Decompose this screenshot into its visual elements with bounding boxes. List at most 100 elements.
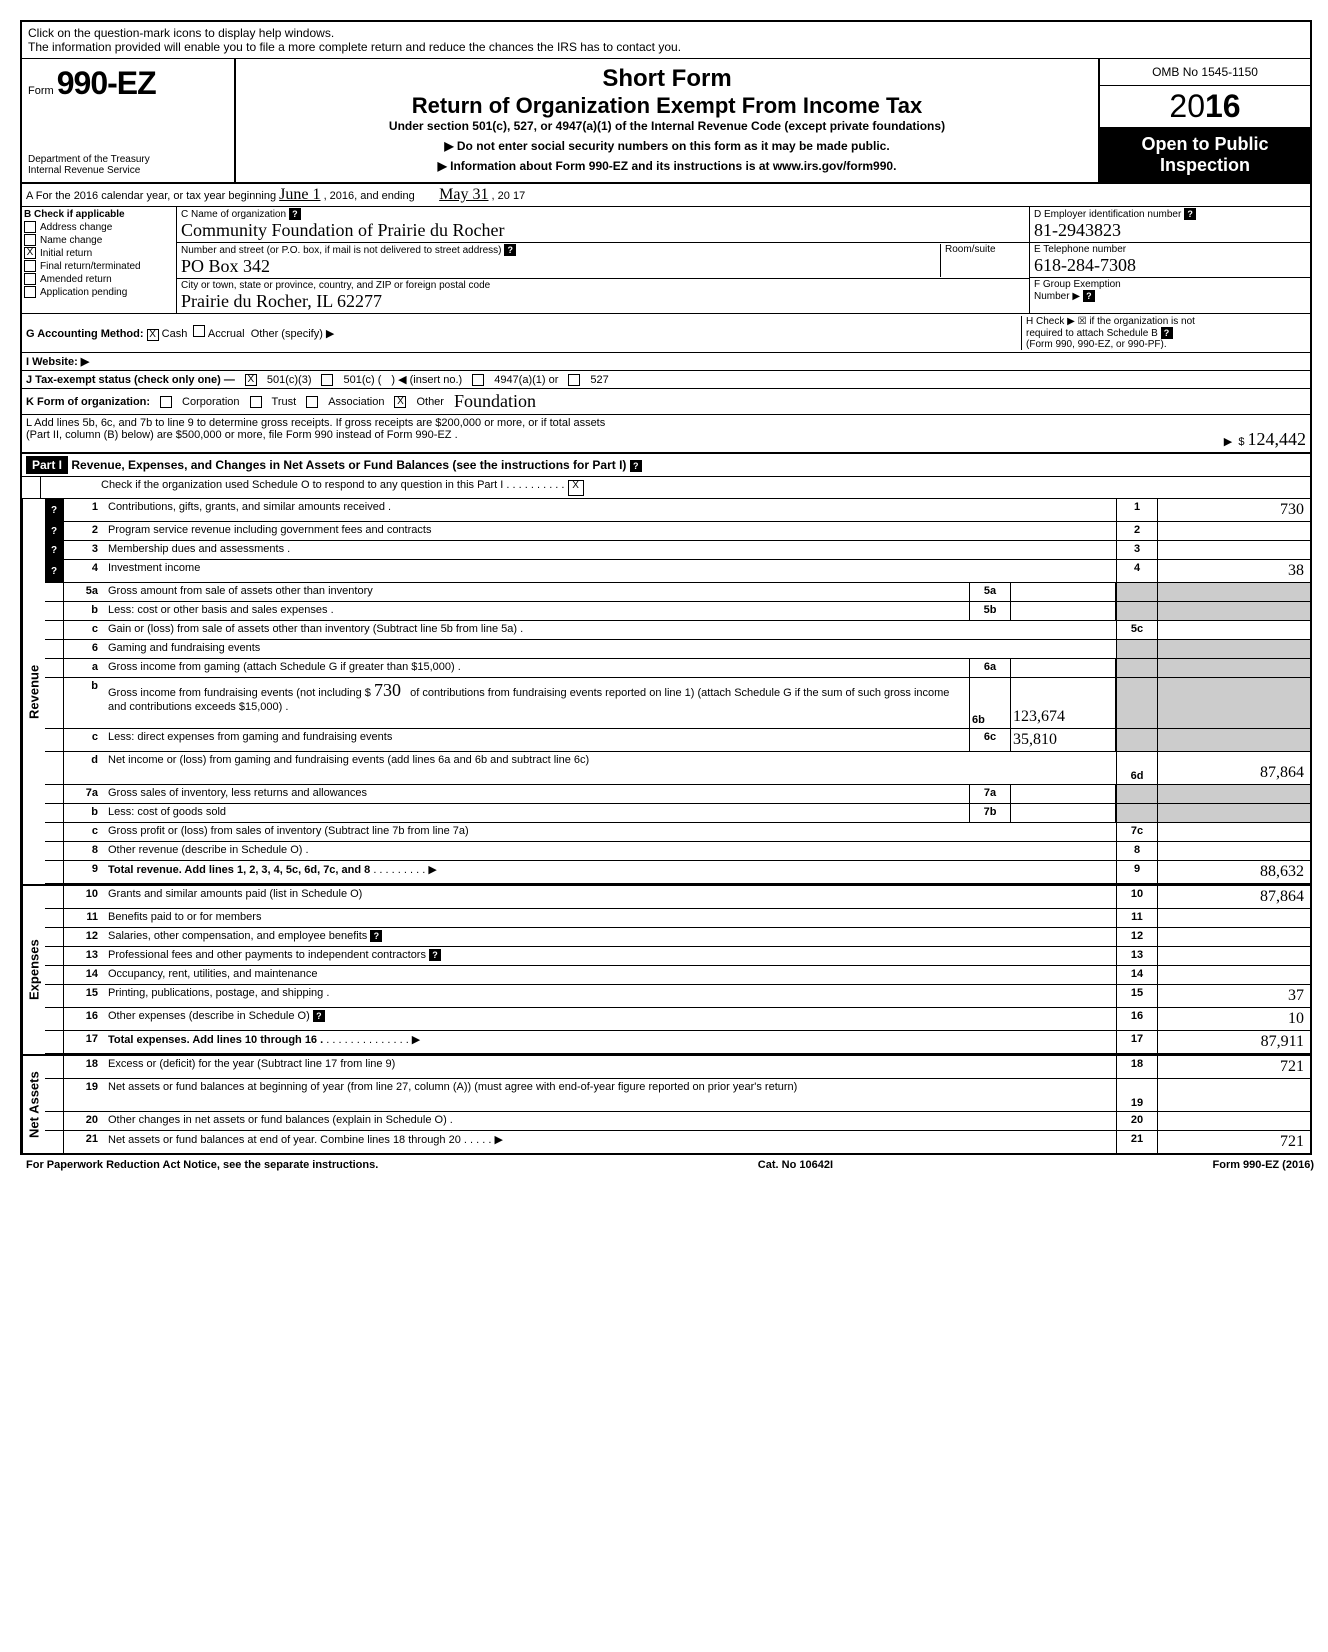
- line-num: 11: [64, 909, 104, 927]
- spacer: [45, 659, 64, 677]
- mid-box: 6a: [969, 659, 1011, 677]
- mid-val: [1011, 659, 1116, 677]
- line-box: 18: [1116, 1056, 1158, 1078]
- b-opt-4[interactable]: Amended return: [24, 273, 174, 285]
- expenses-section: Expenses 10 Grants and similar amounts p…: [22, 886, 1310, 1056]
- gray-val: [1158, 785, 1310, 803]
- spacer: [45, 583, 64, 601]
- checkbox-schedule-o[interactable]: X: [568, 480, 584, 496]
- line-num: c: [64, 823, 104, 841]
- hw-val: 123,674: [1013, 708, 1065, 726]
- checkbox-527[interactable]: [568, 374, 580, 386]
- help-icon[interactable]: ?: [1184, 208, 1196, 220]
- return-title: Return of Organization Exempt From Incom…: [246, 93, 1088, 119]
- line-14: 14 Occupancy, rent, utilities, and maint…: [45, 966, 1310, 985]
- open-public-1: Open to Public: [1102, 134, 1308, 155]
- line-val: [1158, 909, 1310, 927]
- checkbox-corp[interactable]: [160, 396, 172, 408]
- help-icon[interactable]: ?: [289, 208, 301, 220]
- line-box: 20: [1116, 1112, 1158, 1130]
- line-a: A For the 2016 calendar year, or tax yea…: [22, 184, 1310, 207]
- line-desc: Total revenue. Add lines 1, 2, 3, 4, 5c,…: [104, 861, 1116, 883]
- h-block: H Check ▶ ☒ if the organization is not r…: [1021, 316, 1306, 350]
- line-val: 87,864: [1158, 886, 1310, 908]
- checkbox-4947[interactable]: [472, 374, 484, 386]
- line-13-text: Professional fees and other payments to …: [108, 949, 426, 961]
- help-icon[interactable]: ?: [313, 1010, 325, 1022]
- b-opt-5[interactable]: Application pending: [24, 286, 174, 298]
- gray-val: [1158, 804, 1310, 822]
- j-501c: 501(c) (: [343, 374, 381, 386]
- expenses-label: Expenses: [22, 886, 45, 1054]
- help-icon[interactable]: ?: [45, 522, 64, 540]
- help-icon[interactable]: ?: [1161, 327, 1173, 339]
- line-val: 87,864: [1158, 752, 1310, 784]
- j-501c3: 501(c)(3): [267, 374, 312, 386]
- netassets-lines: 18 Excess or (deficit) for the year (Sub…: [45, 1056, 1310, 1153]
- checkbox-icon: X: [24, 247, 36, 259]
- footer-mid: Cat. No 10642I: [758, 1159, 833, 1171]
- checkbox-cash[interactable]: X: [147, 329, 159, 341]
- line-box: 17: [1116, 1031, 1158, 1053]
- org-name: Community Foundation of Prairie du Roche…: [181, 220, 504, 240]
- expenses-lines: 10 Grants and similar amounts paid (list…: [45, 886, 1310, 1054]
- spacer: [45, 1131, 64, 1153]
- help-icon[interactable]: ?: [1083, 290, 1095, 302]
- line-desc: Benefits paid to or for members: [104, 909, 1116, 927]
- part1-badge: Part I: [26, 456, 68, 474]
- b-opt-1[interactable]: Name change: [24, 234, 174, 246]
- k-trust: Trust: [272, 396, 297, 408]
- help-icon[interactable]: ?: [504, 244, 516, 256]
- f-label: F Group Exemption: [1034, 279, 1121, 290]
- dept-line2: Internal Revenue Service: [28, 165, 228, 176]
- help-line2: The information provided will enable you…: [28, 40, 1304, 54]
- line-12-text: Salaries, other compensation, and employ…: [108, 930, 367, 942]
- checkbox-accrual[interactable]: [193, 325, 205, 337]
- line-num: c: [64, 729, 104, 751]
- help-icon[interactable]: ?: [630, 460, 642, 472]
- row-j: J Tax-exempt status (check only one) — X…: [22, 371, 1310, 389]
- hw-val: 87,864: [1260, 764, 1304, 782]
- help-icon[interactable]: ?: [429, 949, 441, 961]
- checkbox-other[interactable]: X: [394, 396, 406, 408]
- checkbox-trust[interactable]: [250, 396, 262, 408]
- col-c: C Name of organization ? Community Found…: [177, 207, 1030, 313]
- checkbox-501c3[interactable]: X: [245, 374, 257, 386]
- row-g: G Accounting Method: X Cash Accrual Othe…: [22, 314, 1310, 353]
- line-box: 7c: [1116, 823, 1158, 841]
- checkbox-501c[interactable]: [321, 374, 333, 386]
- mid-val: [1011, 804, 1116, 822]
- header-left: Form 990-EZ Department of the Treasury I…: [22, 59, 236, 182]
- help-icon[interactable]: ?: [370, 930, 382, 942]
- spacer: [45, 842, 64, 860]
- line-desc: Gross amount from sale of assets other t…: [104, 583, 969, 601]
- line-desc: Net assets or fund balances at end of ye…: [104, 1131, 1116, 1153]
- line-val: 88,632: [1158, 861, 1310, 883]
- g-label: G Accounting Method:: [26, 328, 144, 340]
- line-val: 10: [1158, 1008, 1310, 1030]
- line-17: 17 Total expenses. Add lines 10 through …: [45, 1031, 1310, 1054]
- help-icon[interactable]: ?: [45, 541, 64, 559]
- d-row: D Employer identification number ? 81-29…: [1030, 207, 1310, 243]
- help-icon[interactable]: ?: [45, 560, 64, 582]
- line-a-pre: A For the 2016 calendar year, or tax yea…: [26, 190, 276, 202]
- section-bcdef: B Check if applicable Address change Nam…: [22, 207, 1310, 314]
- line-val: 38: [1158, 560, 1310, 582]
- footer-right: Form 990-EZ (2016): [1213, 1159, 1314, 1171]
- b-opt-3[interactable]: Final return/terminated: [24, 260, 174, 272]
- line-num: 1: [64, 499, 104, 521]
- g-accrual: Accrual: [208, 328, 245, 340]
- line-19: 19 Net assets or fund balances at beginn…: [45, 1079, 1310, 1112]
- help-icon[interactable]: ?: [45, 499, 64, 521]
- b-opt-0[interactable]: Address change: [24, 221, 174, 233]
- mid-box: 6b: [969, 678, 1011, 728]
- b-opt-2[interactable]: X Initial return: [24, 247, 174, 259]
- mid-val: 123,674: [1011, 678, 1116, 728]
- b-opt-label: Initial return: [40, 248, 92, 259]
- line-desc: Professional fees and other payments to …: [104, 947, 1116, 965]
- netassets-label: Net Assets: [22, 1056, 45, 1153]
- checkbox-assoc[interactable]: [306, 396, 318, 408]
- gray-box: [1116, 729, 1158, 751]
- line-16: 16 Other expenses (describe in Schedule …: [45, 1008, 1310, 1031]
- line-6d: d Net income or (loss) from gaming and f…: [45, 752, 1310, 785]
